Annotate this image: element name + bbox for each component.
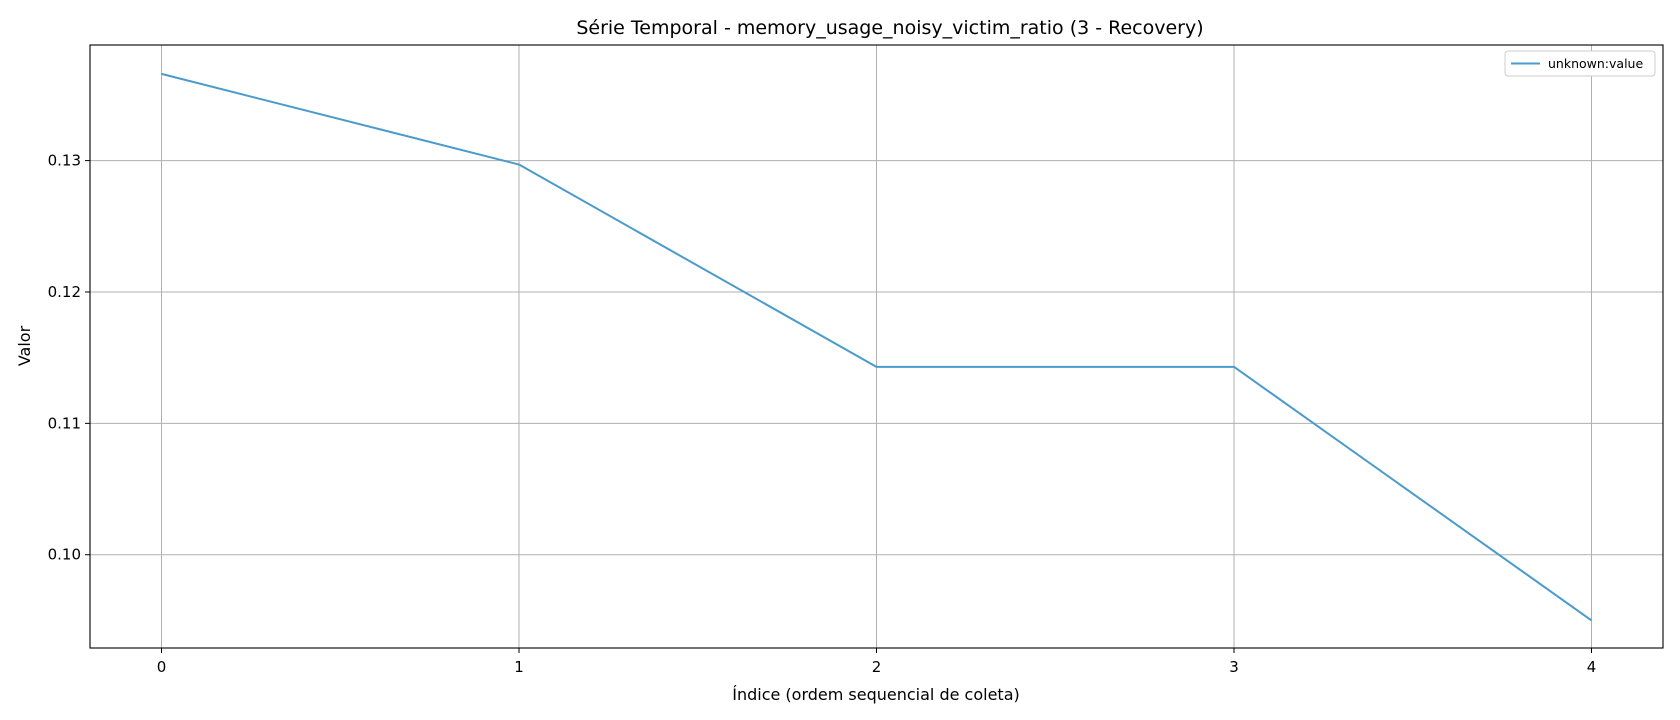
legend: unknown:value: [1504, 50, 1656, 77]
y-tick-label: 0.12: [48, 283, 81, 301]
tick-layer: 0 1 2 3 4 0.10 0.11 0.12 0.13: [48, 152, 1597, 676]
y-tick-label: 0.13: [48, 152, 81, 170]
x-tick-label: 2: [872, 658, 882, 676]
x-tick-label: 0: [157, 658, 167, 676]
x-tick-label: 4: [1587, 658, 1597, 676]
chart-title: Série Temporal - memory_usage_noisy_vict…: [576, 17, 1203, 39]
series-layer: [161, 72, 1593, 622]
x-tick-label: 1: [514, 658, 524, 676]
grid-lines: [90, 45, 1663, 648]
legend-label: unknown:value: [1548, 56, 1643, 71]
y-axis-label: Valor: [15, 325, 34, 366]
x-axis-label: Índice (ordem sequencial de coleta): [732, 685, 1020, 704]
y-tick-label: 0.11: [48, 414, 81, 432]
legend-box: [1504, 50, 1656, 77]
x-tick-label: 3: [1229, 658, 1239, 676]
y-tick-label: 0.10: [48, 546, 81, 564]
